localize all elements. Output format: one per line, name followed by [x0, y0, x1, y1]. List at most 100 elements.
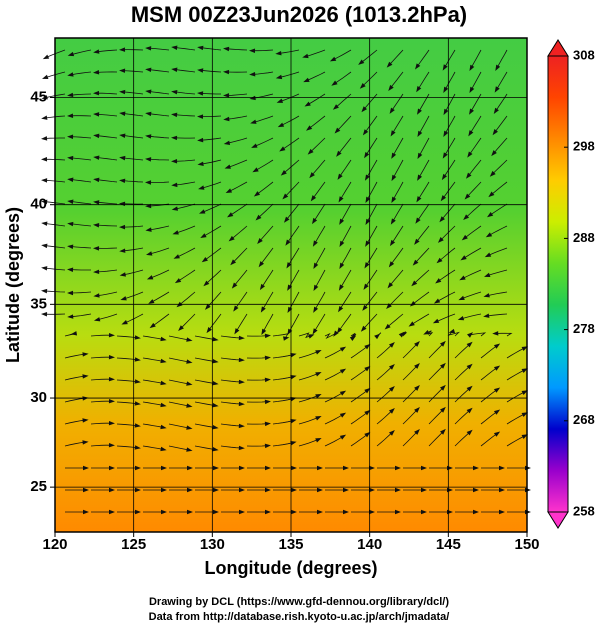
streamline [206, 269, 222, 284]
arrowhead [492, 129, 498, 136]
arrowhead [493, 409, 501, 415]
arrowhead [148, 299, 155, 304]
arrowhead [311, 217, 318, 225]
arrowhead [213, 509, 219, 515]
streamline [454, 366, 470, 381]
arrowhead [362, 304, 368, 311]
arrowhead [440, 195, 447, 202]
streamline [388, 291, 404, 307]
arrowhead [307, 148, 314, 155]
arrowhead [488, 191, 495, 198]
arrowhead [491, 150, 497, 157]
arrowhead [250, 119, 257, 124]
arrowhead [442, 64, 448, 71]
arrowhead [423, 330, 430, 335]
arrowhead [387, 282, 394, 289]
x-tick-label: 145 [436, 536, 461, 553]
streamline [90, 422, 111, 425]
streamline [428, 343, 444, 359]
arrowhead [286, 262, 292, 269]
streamline [201, 69, 222, 73]
arrowhead [145, 89, 152, 94]
streamline [464, 225, 482, 239]
arrowhead [108, 376, 115, 382]
arrowhead [67, 244, 74, 249]
streamline [262, 291, 274, 310]
arrowhead [492, 331, 499, 336]
arrowhead [312, 240, 318, 247]
streamline [97, 201, 118, 205]
arrowhead [197, 137, 204, 143]
arrowhead [339, 262, 345, 269]
streamline [491, 181, 508, 195]
arrowhead [282, 193, 289, 200]
arrowhead [213, 487, 219, 493]
arrowhead [234, 328, 240, 335]
arrowhead [339, 240, 345, 248]
arrowhead [93, 269, 100, 275]
y-tick-label: 30 [30, 389, 47, 406]
colorbar [547, 55, 569, 513]
streamline [440, 225, 456, 241]
arrowhead [197, 161, 204, 167]
arrowhead [70, 331, 78, 336]
arrowhead [439, 428, 446, 435]
arrowhead [398, 331, 405, 338]
streamline [411, 313, 430, 325]
arrowhead [483, 293, 490, 298]
streamline [419, 115, 430, 134]
streamline [228, 159, 248, 168]
arrowhead [388, 341, 395, 348]
streamline [365, 269, 378, 287]
streamline [428, 409, 444, 425]
arrowhead [200, 233, 207, 239]
colorbar-tick-label: 308 [573, 47, 595, 62]
streamline [204, 247, 222, 261]
streamline [487, 269, 508, 276]
arrowhead [317, 465, 323, 471]
colorbar-ticks: 258 268 278 288 298 308 [564, 47, 595, 518]
arrowhead [93, 70, 100, 75]
arrowhead [339, 412, 347, 418]
arrowhead [416, 86, 422, 93]
streamline [179, 291, 196, 306]
arrowhead [374, 333, 381, 340]
streamline [175, 181, 196, 186]
arrowhead [414, 406, 420, 413]
streamline [231, 225, 248, 240]
arrowhead [187, 487, 193, 493]
arrowhead [365, 240, 371, 247]
arrowhead [93, 223, 100, 228]
streamline [416, 49, 430, 67]
streamline [438, 269, 456, 282]
arrowhead [432, 318, 440, 324]
arrowhead [395, 509, 401, 515]
streamline [471, 49, 482, 68]
streamline [283, 159, 300, 174]
arrowhead [439, 384, 446, 391]
arrowhead [361, 106, 368, 113]
arrowhead [174, 278, 182, 284]
streamline [194, 401, 215, 406]
streamline [208, 313, 222, 331]
arrowhead [67, 72, 74, 77]
streamline [314, 225, 326, 244]
streamline [324, 414, 343, 425]
arrowhead [160, 402, 167, 408]
streamline [234, 269, 248, 286]
streamline [447, 331, 460, 337]
streamline [194, 423, 215, 428]
streamline [461, 313, 482, 320]
arrowhead [343, 509, 349, 515]
arrowhead [238, 379, 245, 385]
arrowhead [363, 283, 369, 290]
arrowhead [439, 340, 446, 347]
arrowhead [93, 293, 100, 298]
streamline [444, 71, 456, 90]
arrowhead [233, 305, 239, 312]
streamline [338, 137, 352, 154]
arrowhead [442, 152, 448, 159]
arrowhead [178, 325, 184, 332]
streamline [97, 49, 118, 53]
streamline [418, 181, 430, 200]
